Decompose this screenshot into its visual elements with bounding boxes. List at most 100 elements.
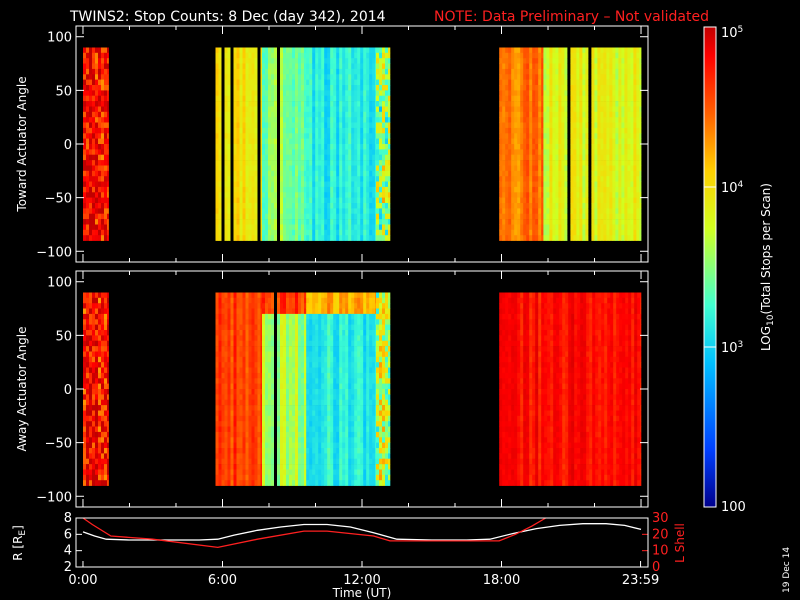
heatmap-cell xyxy=(324,79,328,86)
heatmap-cell xyxy=(107,399,109,406)
heatmap-cell xyxy=(505,106,509,113)
heatmap-cell xyxy=(339,133,343,139)
heatmap-cell xyxy=(555,79,559,86)
heatmap-cell xyxy=(333,197,337,204)
heatmap-cell xyxy=(306,229,310,236)
heatmap-cell xyxy=(218,453,222,460)
heatmap-cell xyxy=(369,117,373,123)
heatmap-cell xyxy=(245,106,249,113)
heatmap-cell xyxy=(552,85,556,91)
heatmap-cell xyxy=(257,181,261,188)
heatmap-cell xyxy=(298,203,302,209)
heatmap-cell xyxy=(594,197,598,204)
heatmap-cell xyxy=(306,192,310,198)
heatmap-cell xyxy=(549,235,553,241)
heatmap-cell xyxy=(277,160,281,166)
heatmap-cell xyxy=(348,154,352,161)
heatmap-cell xyxy=(517,203,521,209)
heatmap-cell xyxy=(505,224,509,231)
heatmap-cell xyxy=(600,101,604,107)
heatmap-cell xyxy=(233,186,237,193)
heatmap-cell xyxy=(248,144,252,150)
heatmap-cell xyxy=(227,47,231,54)
heatmap-cell xyxy=(292,58,296,64)
heatmap-cell xyxy=(357,74,361,80)
heatmap-cell xyxy=(535,52,539,59)
heatmap-cell xyxy=(508,224,512,231)
heatmap-cell xyxy=(630,192,634,198)
heatmap-cell xyxy=(520,219,524,225)
heatmap-cell xyxy=(508,219,512,225)
heatmap-cell xyxy=(621,224,625,231)
heatmap-cell xyxy=(576,106,580,113)
heatmap-cell xyxy=(333,219,337,225)
heatmap-cell xyxy=(576,219,580,225)
heatmap-cell xyxy=(543,138,547,145)
heatmap-cell xyxy=(591,85,595,91)
heatmap-cell xyxy=(529,117,533,123)
heatmap-cell xyxy=(624,52,628,59)
heatmap-cell xyxy=(89,170,93,177)
heatmap-cell xyxy=(215,335,219,342)
heatmap-cell xyxy=(236,426,240,433)
heatmap-cell xyxy=(309,122,313,129)
heatmap-cell xyxy=(579,197,583,204)
heatmap-cell xyxy=(295,106,299,113)
heatmap-cell xyxy=(354,144,358,150)
heatmap-cell xyxy=(274,117,278,123)
heatmap-cell xyxy=(268,122,272,129)
heatmap-cell xyxy=(636,117,640,123)
heatmap-cell xyxy=(86,383,90,390)
heatmap-cell xyxy=(612,122,616,129)
heatmap-cell xyxy=(233,138,237,145)
heatmap-cell xyxy=(541,186,544,193)
heatmap-cell xyxy=(570,170,574,177)
heatmap-cell xyxy=(242,340,246,347)
heatmap-cell xyxy=(236,378,240,384)
heatmap-cell xyxy=(517,197,521,204)
heatmap-cell xyxy=(330,154,334,161)
heatmap-cell xyxy=(260,58,263,64)
heatmap-cell xyxy=(538,52,542,59)
heatmap-cell xyxy=(283,144,287,150)
heatmap-cell xyxy=(104,213,108,220)
heatmap-cell xyxy=(366,235,370,241)
heatmap-cell xyxy=(630,47,634,54)
heatmap-cell xyxy=(315,90,319,97)
heatmap-cell xyxy=(221,186,225,193)
heatmap-cell xyxy=(345,58,349,64)
heatmap-cell xyxy=(98,52,102,59)
heatmap-cell xyxy=(342,203,346,209)
heatmap-cell xyxy=(265,224,269,231)
heatmap-cell xyxy=(366,111,370,118)
heatmap-cell xyxy=(339,101,343,107)
heatmap-cell xyxy=(535,235,539,241)
heatmap-cell xyxy=(603,213,607,220)
heatmap-cell xyxy=(502,186,506,193)
heatmap-cell xyxy=(591,181,595,188)
heatmap-cell xyxy=(92,303,96,309)
heatmap-cell xyxy=(271,138,275,145)
heatmap-cell xyxy=(312,149,316,156)
heatmap-cell xyxy=(624,79,628,86)
heatmap-cell xyxy=(101,442,105,449)
heatmap-cell xyxy=(104,170,108,177)
heatmap-cell xyxy=(600,170,604,177)
heatmap-cell xyxy=(245,79,249,86)
heatmap-cell xyxy=(239,389,243,395)
heatmap-cell xyxy=(242,367,246,374)
heatmap-cell xyxy=(98,192,102,198)
heatmap-cell xyxy=(573,160,577,166)
heatmap-cell xyxy=(301,219,305,225)
heatmap-cell xyxy=(86,405,90,411)
heatmap-cell xyxy=(597,176,601,182)
heatmap-cell xyxy=(558,170,562,177)
heatmap-cell xyxy=(348,122,352,129)
heatmap-cell xyxy=(588,111,592,118)
heatmap-cell xyxy=(600,186,604,193)
heatmap-cell xyxy=(529,176,533,182)
heatmap-cell xyxy=(333,106,337,113)
heatmap-cell xyxy=(382,95,386,102)
heatmap-cell xyxy=(289,63,293,70)
heatmap-cell xyxy=(245,372,249,379)
